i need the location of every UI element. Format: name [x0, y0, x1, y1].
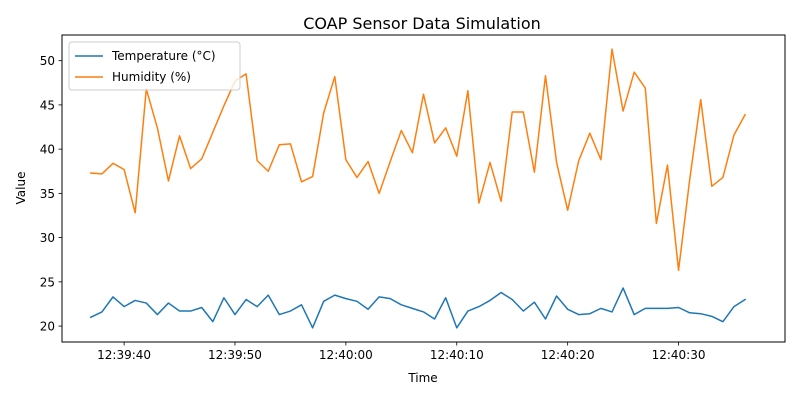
y-tick-label: 30 — [40, 231, 55, 245]
x-tick-label: 12:39:40 — [97, 348, 151, 362]
y-axis-label: Value — [14, 172, 28, 205]
series-line-humidity — [90, 48, 747, 272]
y-tick-label: 25 — [40, 275, 55, 289]
legend-label-temperature: Temperature (°C) — [111, 49, 216, 63]
legend-label-humidity: Humidity (%) — [112, 70, 191, 84]
plot-area-frame — [61, 34, 786, 343]
series-layer — [89, 48, 747, 329]
y-tick-label: 35 — [40, 187, 55, 201]
y-axis: 20 25 30 35 40 45 50 — [40, 54, 62, 334]
legend-box — [68, 41, 241, 91]
series-points-temperature — [90, 288, 746, 328]
chart-title: COAP Sensor Data Simulation — [303, 14, 541, 33]
series-points-humidity — [90, 49, 746, 271]
x-tick-label: 12:40:10 — [430, 348, 484, 362]
series-line-temperature — [89, 287, 747, 329]
legend: Temperature (°C) Humidity (%) — [68, 41, 241, 91]
x-tick-label: 12:39:50 — [208, 348, 262, 362]
y-tick-label: 45 — [40, 98, 55, 112]
y-tick-label: 40 — [40, 143, 55, 157]
x-axis: 12:39:40 12:39:50 12:40:00 12:40:10 12:40:20… — [97, 342, 705, 362]
x-tick-label: 12:40:30 — [652, 348, 706, 362]
x-tick-label: 12:40:20 — [541, 348, 595, 362]
x-tick-label: 12:40:00 — [319, 348, 373, 362]
y-tick-label: 20 — [40, 320, 55, 334]
x-axis-label: Time — [407, 371, 437, 385]
y-tick-label: 50 — [40, 54, 55, 68]
